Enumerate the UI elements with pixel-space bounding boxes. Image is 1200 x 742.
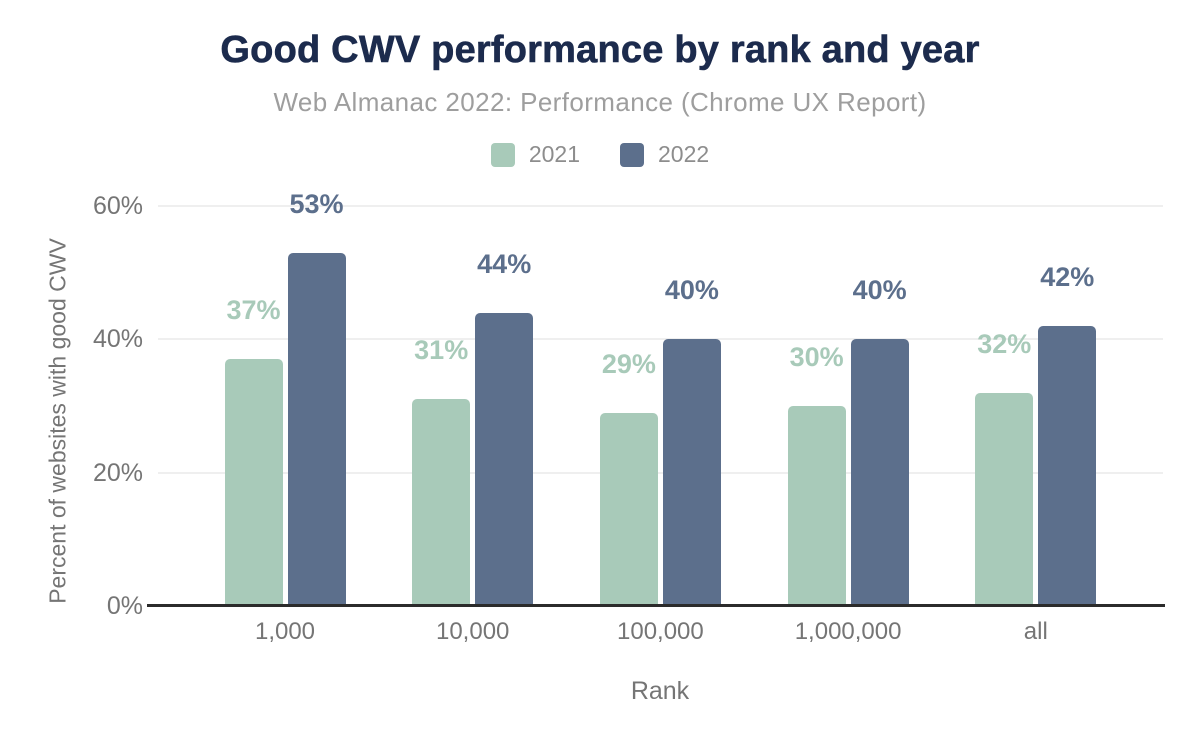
bar-2022[interactable] (850, 339, 909, 606)
bar-2022[interactable] (662, 339, 721, 606)
gridline (158, 471, 1163, 474)
legend-item-2021[interactable]: 2021 (490, 141, 580, 168)
chart-subtitle: Web Almanac 2022: Performance (Chrome UX… (273, 87, 927, 117)
bar-value-label: 32% (977, 328, 1032, 359)
bar-value-label: 37% (226, 295, 281, 326)
legend-label: 2022 (658, 141, 710, 167)
chart-title: Good CWV performance by rank and year (220, 29, 980, 72)
x-axis-title: Rank (630, 677, 690, 705)
x-tick-label: 10,000 (435, 618, 510, 645)
bar-2021[interactable] (787, 406, 846, 606)
bar-value-label: 30% (789, 342, 844, 372)
bar-2021[interactable] (599, 412, 658, 606)
y-tick-label: 40% (92, 325, 143, 354)
y-tick-label: 0% (106, 592, 143, 620)
bar-value-label: 53% (289, 188, 344, 219)
bar-value-label: 42% (1040, 262, 1095, 292)
legend-item-2022[interactable]: 2022 (620, 141, 709, 168)
gridline (158, 205, 1163, 207)
x-tick-label: 1,000 (254, 618, 316, 645)
y-tick-label: 60% (92, 192, 143, 220)
bar-2021[interactable] (224, 359, 283, 606)
x-tick-label: all (1023, 618, 1048, 645)
bar-value-label: 29% (601, 348, 656, 379)
bar-2022[interactable] (1038, 326, 1097, 606)
legend-label: 2021 (528, 141, 580, 167)
bar-2022[interactable] (475, 312, 534, 606)
legend-swatch-icon (620, 142, 644, 167)
y-tick-label: 20% (92, 458, 143, 487)
bar-value-label: 40% (664, 275, 719, 306)
x-tick-label: 100,000 (617, 618, 704, 645)
y-axis-title: Percent of websites with good CWV (44, 238, 71, 604)
x-axis-line (147, 604, 1165, 607)
bar-value-label: 44% (477, 248, 532, 279)
bar-value-label: 40% (852, 275, 907, 306)
legend: 2021 2022 (0, 141, 1200, 168)
x-tick-label: 1,000,000 (794, 618, 902, 645)
gridline (158, 338, 1163, 341)
bar-2021[interactable] (412, 399, 471, 606)
legend-swatch-icon (490, 142, 515, 167)
bar-value-label: 31% (414, 335, 469, 366)
bar-2022[interactable] (287, 252, 346, 606)
bar-2021[interactable] (975, 392, 1034, 606)
